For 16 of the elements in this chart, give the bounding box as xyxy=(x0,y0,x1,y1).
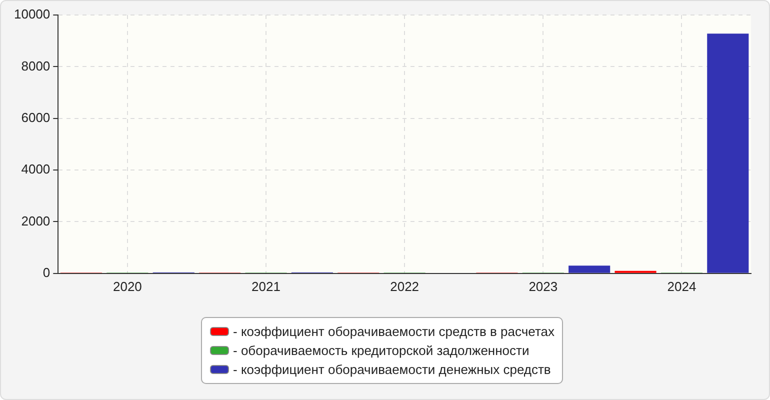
legend-label: - коэффициент оборачиваемости денежных средств xyxy=(233,362,551,377)
bar xyxy=(707,34,749,273)
y-tick-label: 6000 xyxy=(21,110,50,125)
x-tick-label: 2024 xyxy=(667,278,696,294)
y-tick-label: 8000 xyxy=(21,58,50,74)
y-tick-label: 4000 xyxy=(21,162,50,177)
bar xyxy=(568,266,610,273)
y-tick-label: 10000 xyxy=(14,6,50,22)
y-tick-label: 2000 xyxy=(21,213,50,228)
legend-label: - коэффициент оборачиваемости средств в расчетах xyxy=(233,324,554,339)
x-tick-label: 2022 xyxy=(390,278,420,294)
x-tick-label: 2023 xyxy=(528,278,558,294)
x-tick-label: 2021 xyxy=(252,278,280,294)
y-tick-label: 0 xyxy=(42,264,50,280)
legend-label: - оборачиваемость кредиторской задолженности xyxy=(233,343,530,358)
x-tick-label: 2020 xyxy=(112,278,142,294)
